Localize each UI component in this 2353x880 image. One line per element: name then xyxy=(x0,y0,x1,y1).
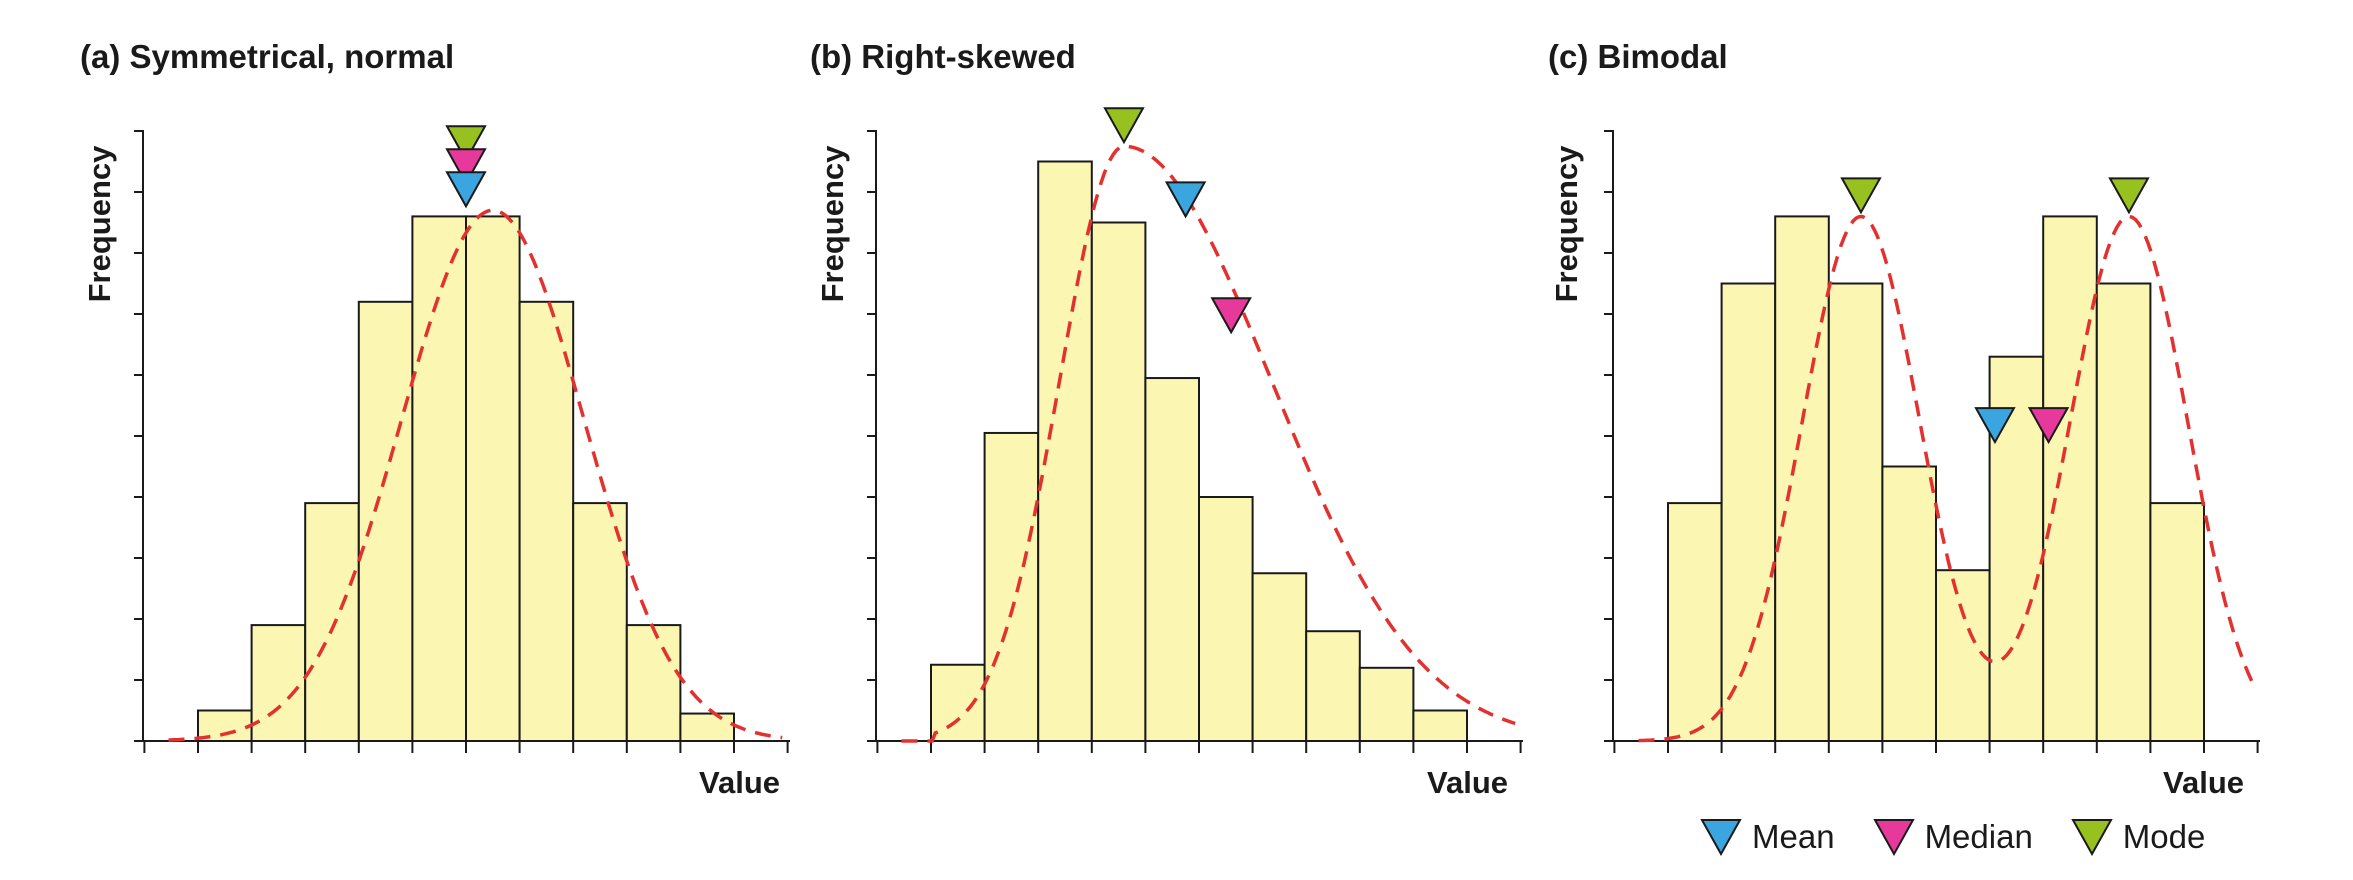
legend: Mean Median Mode xyxy=(1700,818,2205,856)
bar-9 xyxy=(1358,666,1415,742)
bar-1 xyxy=(930,663,986,742)
panel-a-title: (a) Symmetrical, normal xyxy=(80,38,455,75)
legend-label-mean: Mean xyxy=(1752,818,1835,855)
density-curve xyxy=(168,208,783,742)
legend-label-mode: Mode xyxy=(2122,818,2206,855)
bar-6 xyxy=(1935,569,1991,743)
bar-5 xyxy=(1881,465,1938,742)
density-curve xyxy=(901,144,1516,743)
legend-item-mode: Mode xyxy=(2071,818,2206,856)
median-marker xyxy=(2027,407,2070,445)
bar-5 xyxy=(411,215,467,742)
bar-2 xyxy=(1720,282,1777,742)
bar-6 xyxy=(1198,496,1254,742)
panel-c-title: (c) Bimodal xyxy=(1548,38,1728,75)
bar-10 xyxy=(2149,502,2205,742)
median-marker xyxy=(445,148,487,186)
mean-marker xyxy=(1164,181,1207,219)
bar-4 xyxy=(1090,221,1147,742)
mode-marker xyxy=(2108,177,2150,215)
panel-a-xlabel: Value xyxy=(699,765,780,800)
median-marker-icon xyxy=(1872,819,1915,856)
bar-4 xyxy=(357,300,414,742)
panel-c-xlabel: Value xyxy=(2163,765,2244,800)
bar-8 xyxy=(2042,215,2098,742)
bar-7 xyxy=(518,300,575,742)
bar-3 xyxy=(1774,215,1830,742)
panel-b-xlabel: Value xyxy=(1427,765,1508,800)
legend-item-mean: Mean xyxy=(1700,818,1835,856)
bar-5 xyxy=(1144,377,1201,742)
mode-marker xyxy=(445,125,487,163)
bar-3 xyxy=(304,502,360,742)
mode-marker-icon xyxy=(2071,819,2113,856)
mode-marker xyxy=(1840,177,1882,215)
mean-marker-icon xyxy=(1700,819,1742,856)
legend-label-median: Median xyxy=(1924,818,2033,855)
panel-b-title: (b) Right-skewed xyxy=(810,38,1076,75)
bar-8 xyxy=(572,502,628,742)
median-marker xyxy=(1210,297,1252,335)
bar-9 xyxy=(625,624,682,742)
bar-10 xyxy=(679,712,736,742)
bar-10 xyxy=(1412,709,1469,742)
bar-6 xyxy=(465,215,521,742)
bar-1 xyxy=(1667,502,1723,742)
mean-marker xyxy=(1974,407,2016,445)
bar-2 xyxy=(250,624,307,742)
mean-marker xyxy=(445,171,487,209)
density-curve xyxy=(1638,214,2254,743)
mode-marker xyxy=(1103,107,1145,145)
legend-item-median: Median xyxy=(1872,818,2033,856)
bar-9 xyxy=(2095,282,2152,742)
bar-4 xyxy=(1827,282,1884,742)
bar-2 xyxy=(983,431,1040,742)
